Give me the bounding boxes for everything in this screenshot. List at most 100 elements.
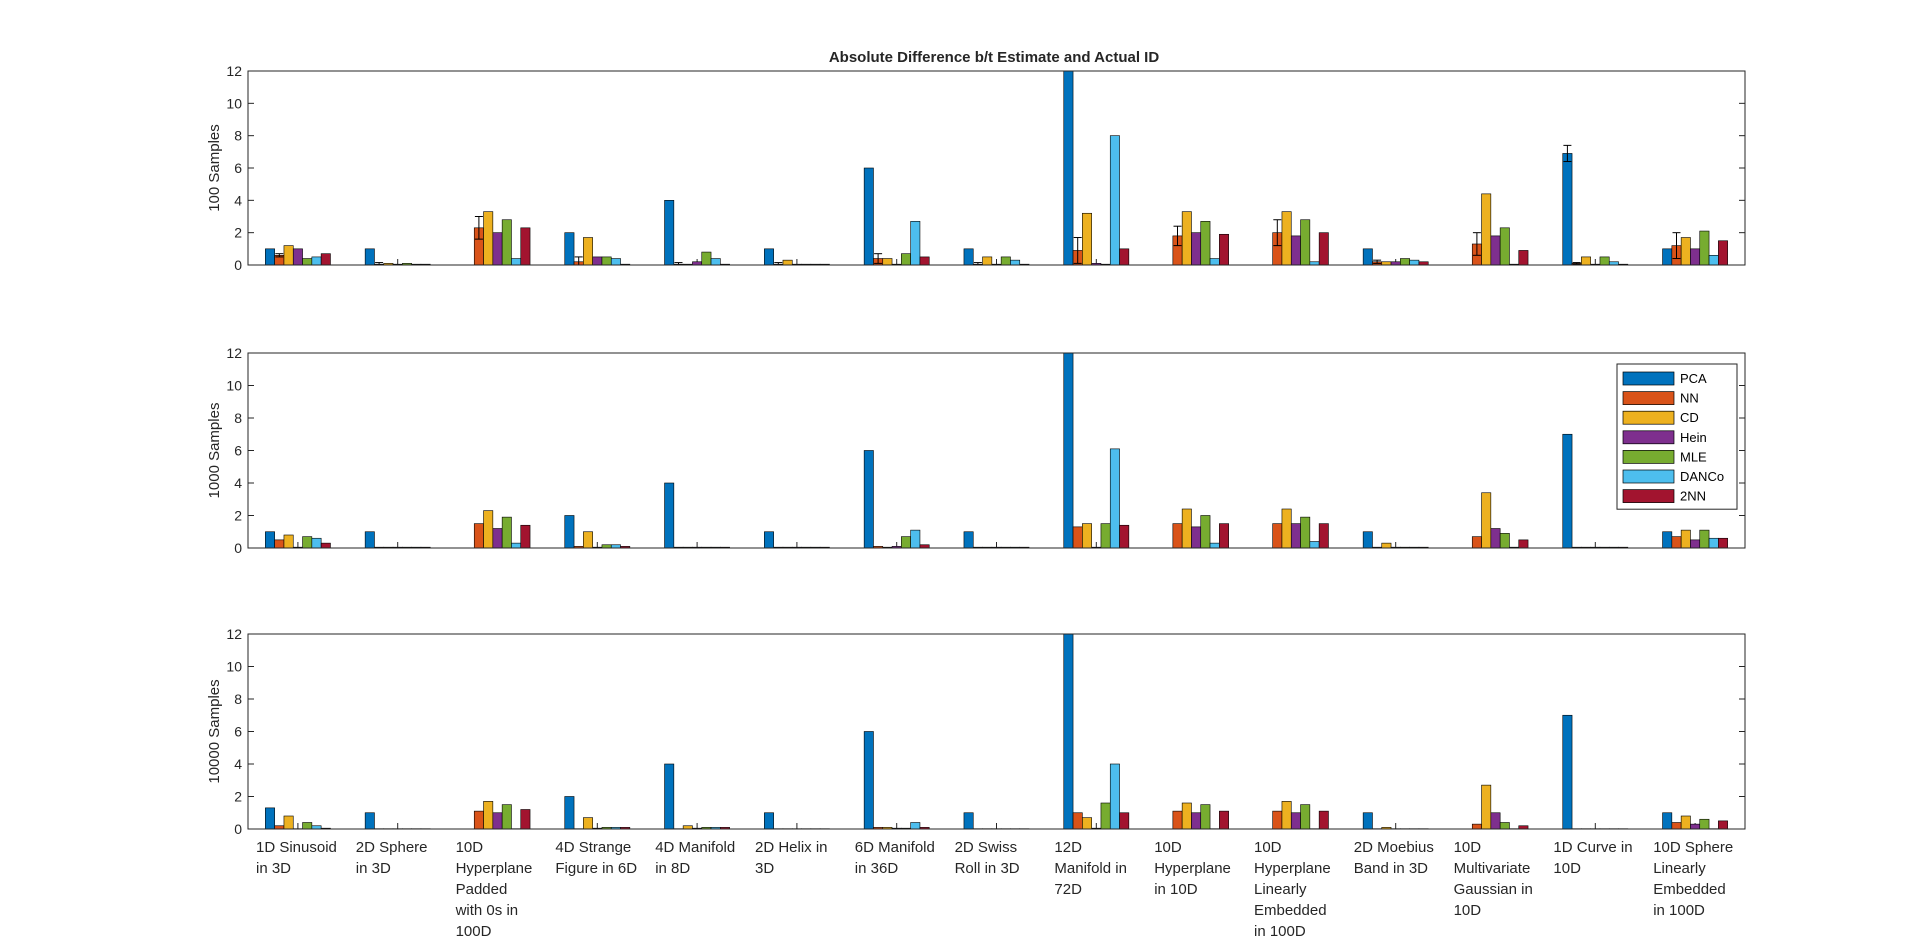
- bar-pca-12: [1362, 531, 1373, 548]
- bar-hein-3: [492, 232, 503, 265]
- bar-mle-15: [1699, 230, 1710, 265]
- category-label-line: 100D: [456, 923, 492, 936]
- bar-pca-14: [1562, 153, 1573, 265]
- bar-danco-3: [511, 542, 522, 548]
- category-label-line: in 100D: [1254, 923, 1306, 936]
- bar-2nn-4: [620, 546, 631, 548]
- category-label: 10D Sphere Linearly Embedded in 100D: [1653, 839, 1733, 919]
- legend-item-nn[interactable]: NN: [1622, 391, 1699, 406]
- y-tick-label: 6: [234, 724, 242, 740]
- bar-2nn-9: [1119, 524, 1130, 548]
- bar-mle-13: [1499, 227, 1510, 265]
- bar-pca-15: [1662, 248, 1673, 265]
- bar-2nn-15: [1718, 537, 1728, 548]
- bar-2nn-13: [1518, 825, 1529, 829]
- bar-2nn-3: [520, 524, 531, 548]
- bar-danco-10: [1209, 542, 1220, 548]
- bar-pca-5: [664, 200, 675, 265]
- bar-2nn-15: [1718, 240, 1728, 265]
- bar-pca-8: [963, 531, 974, 548]
- bar-pca-8: [963, 812, 974, 829]
- bar-mle-5: [701, 251, 712, 265]
- y-tick-label: 8: [234, 128, 242, 144]
- category-label-line: 3D: [755, 860, 774, 877]
- legend-item-pca[interactable]: PCA: [1622, 371, 1707, 386]
- legend-swatch: [1622, 450, 1675, 464]
- bar-nn-11: [1272, 810, 1283, 829]
- y-tick-label: 2: [234, 225, 242, 241]
- bar-pca-7: [863, 167, 874, 265]
- category-label-line: 1D Curve in: [1553, 839, 1632, 856]
- bar-pca-9: [1063, 353, 1074, 548]
- bar-nn-3: [473, 523, 484, 548]
- category-label-line: 10D: [1454, 902, 1482, 919]
- category-label-line: Embedded: [1254, 902, 1327, 919]
- bar-pca-7: [863, 731, 874, 829]
- bar-2nn-3: [520, 227, 531, 265]
- bar-danco-1: [311, 256, 322, 265]
- bar-danco-10: [1209, 258, 1220, 265]
- legend-item-danco[interactable]: DANCo: [1622, 469, 1724, 484]
- bar-hein-10: [1191, 526, 1202, 548]
- y-tick-label: 12: [226, 345, 242, 361]
- bar-danco-9: [1109, 763, 1120, 829]
- bar-2nn-7: [919, 256, 930, 265]
- bar-2nn-10: [1219, 810, 1229, 829]
- category-label-line: 4D Manifold: [655, 839, 735, 856]
- bar-mle-12: [1400, 258, 1410, 265]
- bar-mle-15: [1699, 818, 1710, 829]
- category-label: 10D Hyperplane in 10D: [1154, 839, 1231, 898]
- axes-box: [247, 70, 1746, 266]
- category-label-line: 12D: [1054, 839, 1082, 856]
- bar-cd-10: [1181, 802, 1192, 829]
- bar-cd-6: [782, 259, 793, 265]
- legend-item-2nn[interactable]: 2NN: [1622, 489, 1706, 504]
- bar-mle-13: [1499, 533, 1510, 548]
- bar-cd-11: [1281, 801, 1292, 829]
- category-label-line: 10D: [456, 839, 484, 856]
- category-label-line: Manifold in: [1054, 860, 1127, 877]
- category-label-line: Embedded: [1653, 881, 1726, 898]
- category-label-line: Linearly: [1254, 881, 1307, 898]
- y-tick-label: 4: [234, 475, 242, 491]
- bar-cd-10: [1181, 211, 1192, 265]
- bar-mle-3: [501, 516, 512, 548]
- bar-danco-4: [610, 258, 621, 265]
- y-axis-label: 1000 Samples: [206, 403, 223, 499]
- bar-mle-1: [302, 258, 313, 265]
- bar-hein-15: [1690, 248, 1701, 265]
- bar-danco-7: [910, 822, 921, 829]
- legend-item-hein[interactable]: Hein: [1622, 430, 1707, 445]
- bar-hein-10: [1191, 232, 1202, 265]
- category-label-line: 2D Sphere: [356, 839, 428, 856]
- bar-mle-15: [1699, 529, 1710, 548]
- category-label: 10D Hyperplane Linearly Embedded in 100D: [1254, 839, 1331, 936]
- chart-title: Absolute Difference b/t Estimate and Act…: [829, 49, 1160, 66]
- bar-nn-15: [1671, 536, 1682, 548]
- legend[interactable]: PCA NN CD Hein MLE DANCo 2NN: [1616, 363, 1738, 510]
- bars: [265, 71, 1728, 265]
- bar-nn-10: [1172, 523, 1183, 548]
- category-label: 1D Curve in 10D: [1553, 839, 1632, 877]
- legend-item-cd[interactable]: CD: [1622, 410, 1699, 425]
- bar-mle-7: [901, 253, 911, 265]
- bar-hein-13: [1490, 235, 1501, 265]
- bar-cd-8: [982, 256, 993, 265]
- bar-pca-9: [1063, 71, 1074, 265]
- bar-2nn-1: [320, 542, 331, 548]
- bar-cd-14: [1581, 256, 1591, 265]
- legend-label: NN: [1680, 391, 1699, 406]
- y-tick-label: 6: [234, 160, 242, 176]
- legend-item-mle[interactable]: MLE: [1622, 449, 1707, 464]
- category-label-line: Hyperplane: [1154, 860, 1231, 877]
- panels: 0 2 4 6 8 10 12 100 Samples 0 2 4 6 8 10 12 1000 Sample…: [206, 63, 1746, 837]
- bar-2nn-11: [1318, 523, 1329, 548]
- bar-pca-12: [1362, 812, 1373, 829]
- bar-cd-11: [1281, 211, 1292, 265]
- bar-pca-1: [265, 248, 275, 265]
- bar-cd-10: [1181, 508, 1192, 548]
- bar-cd-4: [583, 531, 593, 548]
- bar-mle-10: [1200, 221, 1211, 265]
- legend-swatch: [1622, 489, 1675, 503]
- category-label-line: 72D: [1054, 881, 1082, 898]
